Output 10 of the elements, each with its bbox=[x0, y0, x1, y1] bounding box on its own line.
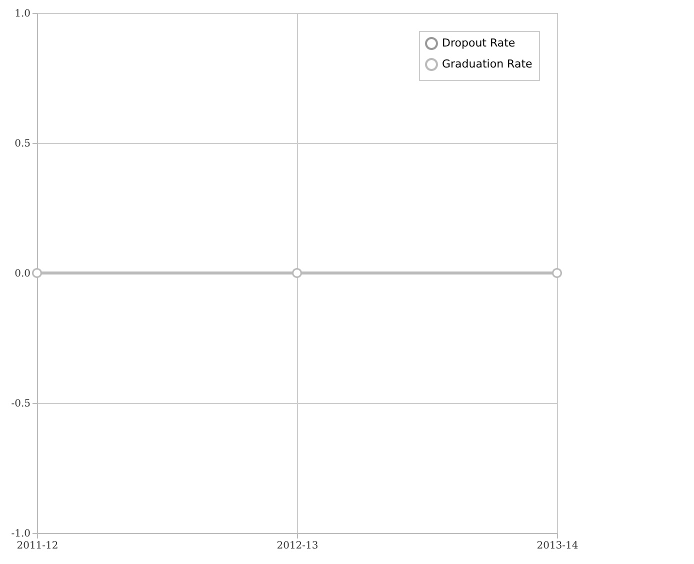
legend-label: Dropout Rate bbox=[442, 36, 516, 50]
y-tick-label: 0.5 bbox=[14, 138, 30, 150]
y-tick-label: 0.0 bbox=[14, 268, 30, 280]
y-tick-label: 1.0 bbox=[14, 8, 30, 20]
x-tick-label: 2011-12 bbox=[16, 540, 58, 552]
legend-label: Graduation Rate bbox=[442, 58, 533, 70]
x-tick-label: 2012-13 bbox=[276, 540, 318, 552]
x-tick-label: 2013-14 bbox=[536, 540, 578, 552]
y-tick-label: -0.5 bbox=[11, 398, 30, 410]
y-tick-label: -1.0 bbox=[11, 528, 30, 540]
